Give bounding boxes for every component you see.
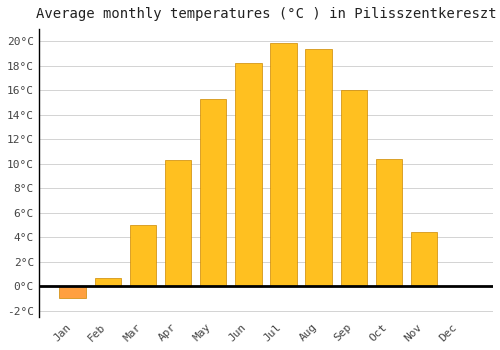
Bar (94, 278, 121, 286)
Bar (306, 49, 332, 286)
Bar (376, 159, 402, 286)
Bar (270, 42, 296, 286)
Bar (60, 286, 86, 299)
Bar (235, 63, 262, 286)
Bar (411, 232, 438, 286)
Title: Average monthly temperatures (°C ) in Pilisszentkereszt: Average monthly temperatures (°C ) in Pi… (36, 7, 496, 21)
Bar (165, 160, 191, 286)
Bar (340, 90, 367, 286)
Bar (200, 99, 226, 286)
Bar (130, 225, 156, 286)
